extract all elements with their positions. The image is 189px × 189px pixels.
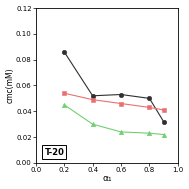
- Y-axis label: cmc(mM): cmc(mM): [5, 68, 15, 103]
- Text: T-20: T-20: [44, 148, 64, 156]
- X-axis label: α₁: α₁: [102, 174, 112, 184]
